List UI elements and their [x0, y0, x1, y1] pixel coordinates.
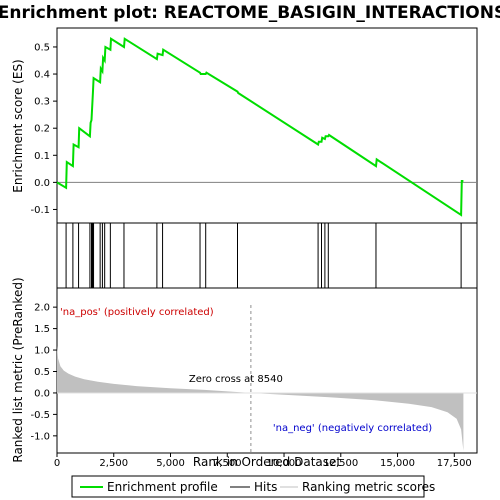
rank-x-tick-label: 7,500	[213, 458, 242, 469]
ranking-panel: Zero cross at 8540 'na_pos' (positively …	[11, 277, 478, 469]
rank-x-tick-label: 17,500	[437, 458, 472, 469]
negative-correlation-label: 'na_neg' (negatively correlated)	[273, 423, 432, 434]
rank-plot-frame	[56, 287, 478, 454]
rank-y-tick-label: 1.5	[34, 324, 50, 335]
es-y-tick-label: 0.5	[34, 42, 50, 53]
rank-y-tick-label: 0.0	[34, 388, 50, 399]
legend: Enrichment profile Hits Ranking metric s…	[71, 475, 435, 498]
es-y-tick-label: 0.0	[34, 178, 50, 189]
es-panel: 0.0 0.1 0.2 0.3 0.4 0.5 -0.1 Enrichment score …	[11, 27, 478, 224]
legend-ranking-label: Ranking metric scores	[302, 480, 435, 494]
rank-x-tick-label: 0	[54, 458, 60, 469]
es-y-tick-label: 0.1	[34, 151, 50, 162]
rank-y-tick-label: 1.0	[34, 346, 50, 357]
rank-x-tick-label: 2,500	[99, 458, 128, 469]
es-y-tick-label: 0.3	[34, 97, 50, 108]
hits-frame	[56, 222, 478, 289]
rank-x-axis: 0 2,500 5,000 7,500 10,000 12,500 15,000 17,500	[54, 453, 472, 469]
es-y-tick-label: 0.2	[34, 124, 50, 135]
es-y-axis: 0.0 0.1 0.2 0.3 0.4 0.5 -0.1	[30, 42, 57, 216]
positive-correlation-label: 'na_pos' (positively correlated)	[60, 307, 214, 318]
legend-enrichment-label: Enrichment profile	[107, 480, 218, 494]
rank-y-tick-label: -0.5	[30, 410, 50, 421]
legend-hits-label: Hits	[254, 480, 277, 494]
rank-y-axis: 2.0 1.5 1.0 0.5 0.0 -0.5 -1.0	[30, 303, 57, 442]
rank-x-tick-label: 15,000	[380, 458, 415, 469]
zero-cross-label: Zero cross at 8540	[189, 374, 283, 385]
es-plot-frame	[56, 27, 478, 224]
rank-x-tick-label: 12,500	[323, 458, 358, 469]
hits-panel	[56, 222, 478, 289]
rank-x-tick-label: 10,000	[267, 458, 302, 469]
es-y-label: Enrichment score (ES)	[11, 59, 25, 192]
chart-title: Enrichment plot: REACTOME_BASIGIN_INTERA…	[0, 3, 500, 23]
rank-y-tick-label: -1.0	[30, 431, 50, 442]
ranking-metric-area	[57, 345, 464, 451]
rank-y-tick-label: 2.0	[34, 303, 50, 314]
rank-y-label: Ranked list metric (PreRanked)	[11, 277, 25, 462]
hit-marks	[65, 223, 462, 288]
enrichment-profile-line	[56, 37, 464, 217]
rank-x-label: Rank in Ordered Dataset	[193, 455, 341, 469]
rank-x-tick-label: 5,000	[156, 458, 185, 469]
rank-y-tick-label: 0.5	[34, 367, 50, 378]
es-y-tick-label: 0.4	[34, 70, 50, 81]
es-y-tick-label: -0.1	[30, 205, 50, 216]
